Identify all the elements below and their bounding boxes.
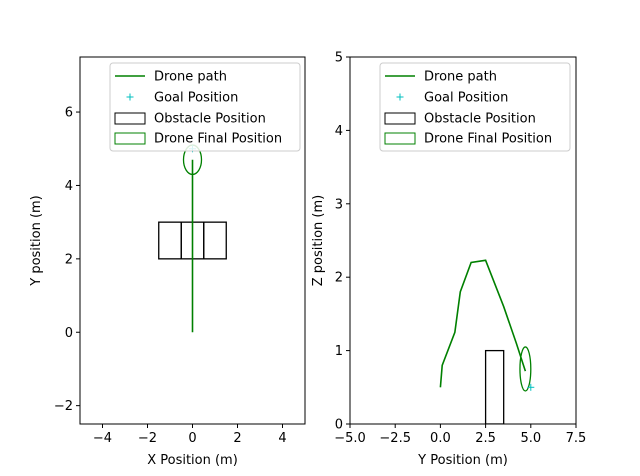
right-y-tick-label: 4 bbox=[335, 124, 343, 139]
left-legend-handle-obstacle-position bbox=[114, 112, 146, 125]
right-legend-handle-drone-final-position bbox=[384, 132, 416, 145]
right-legend-handle-obstacle-position bbox=[384, 112, 416, 125]
right-legend-handle-goal-position bbox=[396, 93, 404, 101]
right-x-tick-label: 5.0 bbox=[520, 431, 541, 446]
left-x-tick-label: −2 bbox=[138, 431, 157, 446]
right-x-tick-label: −2.5 bbox=[379, 431, 411, 446]
right-x-tick-label: 7.5 bbox=[566, 431, 587, 446]
left-subplot: −4 −2 0 2 4 −2 0 2 4 6 X Position (m) Y position … bbox=[29, 56, 306, 468]
left-legend-handle-drone-final-position bbox=[114, 132, 146, 145]
left-y-tick-label: −2 bbox=[54, 399, 73, 414]
right-y-axis-label: Z position (m) bbox=[311, 195, 326, 286]
left-x-axis-label: X Position (m) bbox=[147, 453, 238, 468]
left-legend-label-drone-path: Drone path bbox=[154, 70, 227, 85]
right-legend-label-goal-position: Goal Position bbox=[424, 91, 508, 106]
left-legend-box bbox=[109, 62, 301, 152]
right-y-tick-label: 0 bbox=[335, 418, 343, 433]
right-drone-final-position-marker bbox=[519, 346, 532, 392]
right-x-tick-label: 0.0 bbox=[430, 431, 451, 446]
left-y-tick-label: 2 bbox=[65, 252, 73, 267]
right-x-axis-label: Y Position (m) bbox=[417, 453, 508, 468]
right-y-tick-label: 2 bbox=[335, 271, 343, 286]
left-legend-handle-goal-position bbox=[126, 93, 134, 101]
left-x-tick-label: 0 bbox=[188, 431, 196, 446]
right-y-tick-label: 1 bbox=[335, 344, 343, 359]
left-legend-label-goal-position: Goal Position bbox=[154, 91, 238, 106]
left-y-tick-label: 0 bbox=[65, 326, 73, 341]
left-legend: Drone path Goal Position Obstacle Positi… bbox=[109, 62, 301, 152]
left-x-tick-label: 2 bbox=[233, 431, 241, 446]
right-legend-label-drone-path: Drone path bbox=[424, 70, 497, 85]
left-y-axis-label: Y position (m) bbox=[29, 195, 44, 287]
left-y-tick-label: 4 bbox=[65, 179, 73, 194]
right-x-tick-label: −5.0 bbox=[334, 431, 366, 446]
right-legend-box bbox=[379, 62, 571, 152]
right-x-tick-label: 2.5 bbox=[475, 431, 496, 446]
left-obstacle-3 bbox=[203, 221, 227, 260]
left-legend-label-obstacle-position: Obstacle Position bbox=[154, 112, 266, 127]
right-legend: Drone path Goal Position Obstacle Positi… bbox=[379, 62, 571, 152]
right-obstacle-1 bbox=[484, 349, 505, 424]
left-legend-label-drone-final-position: Drone Final Position bbox=[154, 132, 282, 147]
right-y-tick-label: 5 bbox=[335, 51, 343, 66]
right-legend-label-drone-final-position: Drone Final Position bbox=[424, 132, 552, 147]
right-y-tick-label: 3 bbox=[335, 197, 343, 212]
right-goal-position-marker bbox=[527, 383, 535, 391]
left-obstacle-1 bbox=[158, 221, 182, 260]
right-legend-label-obstacle-position: Obstacle Position bbox=[424, 112, 536, 127]
left-x-tick-label: 4 bbox=[278, 431, 286, 446]
left-y-tick-label: 6 bbox=[65, 106, 73, 121]
left-x-tick-label: −4 bbox=[93, 431, 112, 446]
right-drone-path-line bbox=[439, 259, 527, 388]
right-axes-frame bbox=[349, 56, 577, 425]
right-subplot: −5.0 −2.5 0.0 2.5 5.0 7.5 0 1 2 3 4 5 Y Position (m… bbox=[311, 51, 586, 469]
